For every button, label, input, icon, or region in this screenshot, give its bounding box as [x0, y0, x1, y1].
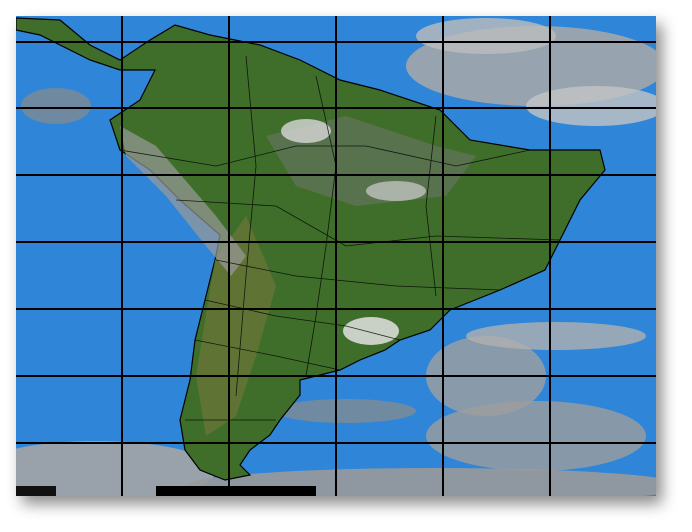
ocean-clouds — [16, 18, 656, 496]
lat-lon-grid — [16, 16, 656, 496]
continent — [16, 17, 606, 481]
satellite-map — [16, 16, 656, 496]
map-canvas — [16, 16, 656, 496]
borders — [119, 55, 561, 421]
